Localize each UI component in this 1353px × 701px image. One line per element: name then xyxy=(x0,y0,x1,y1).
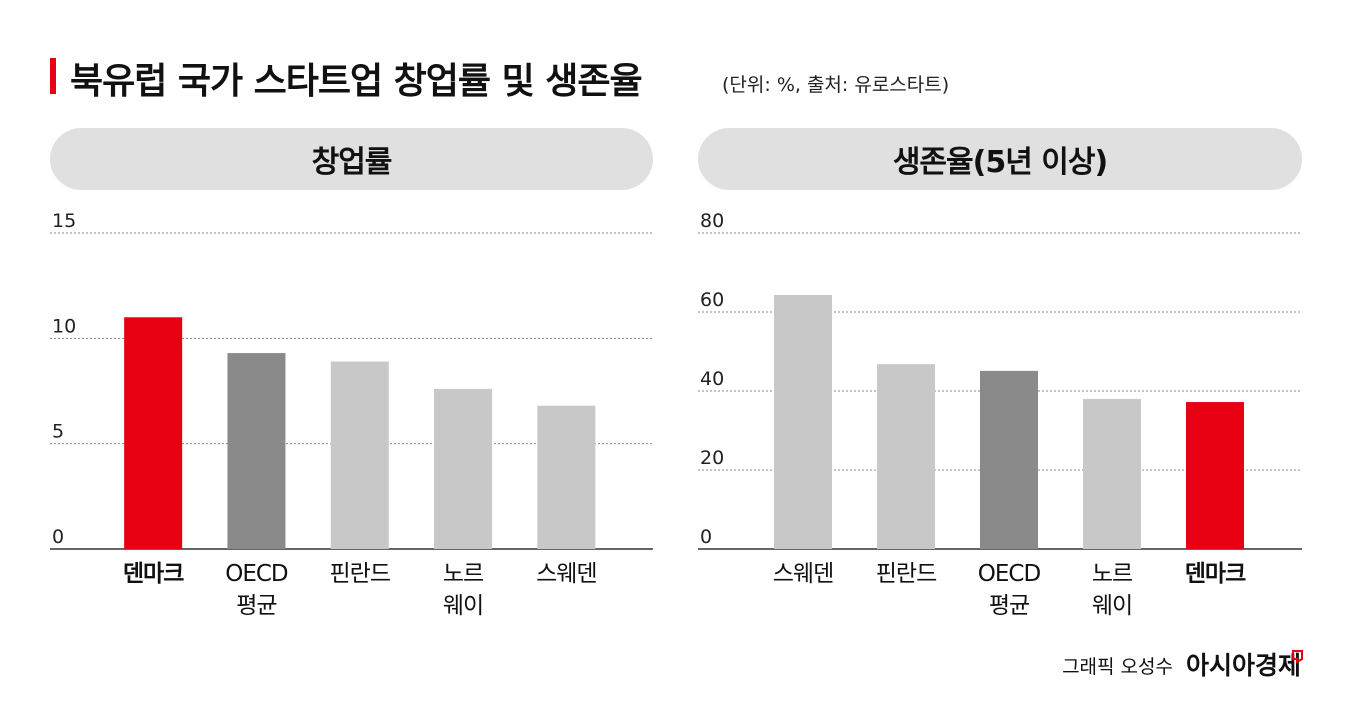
bar xyxy=(434,388,493,549)
x-tick-label: OECD 평균 xyxy=(225,561,288,619)
x-tick-label: 덴마크 xyxy=(1184,561,1246,587)
brand-icon xyxy=(1292,650,1303,664)
bar xyxy=(980,370,1038,549)
title-accent xyxy=(50,58,56,94)
y-tick-label: 20 xyxy=(700,447,724,469)
bar xyxy=(330,361,389,549)
x-tick-label: 덴마크 xyxy=(122,561,184,587)
y-tick-label: 5 xyxy=(52,421,64,443)
x-tick-label: 노르 웨이 xyxy=(1091,561,1133,619)
y-tick-label: 0 xyxy=(700,526,712,548)
x-tick-label: 핀란드 xyxy=(875,561,937,587)
y-tick-label: 15 xyxy=(52,210,76,232)
bar xyxy=(227,353,286,549)
panel-title: 생존율(5년 이상) xyxy=(698,128,1302,190)
y-tick-label: 0 xyxy=(52,526,64,548)
x-tick-label: OECD 평균 xyxy=(977,561,1041,619)
brand: 아시아경제 xyxy=(1185,651,1301,680)
y-tick-label: 60 xyxy=(700,289,724,311)
x-tick-label: 스웨덴 xyxy=(772,561,834,587)
x-tick-label: 핀란드 xyxy=(329,561,391,587)
bar xyxy=(774,295,832,549)
x-tick-label: 스웨덴 xyxy=(536,561,597,587)
subtitle: (단위: %, 출처: 유로스타트) xyxy=(722,74,950,96)
y-tick-label: 10 xyxy=(52,315,76,337)
credit: 그래픽 오성수 xyxy=(1062,656,1173,678)
bar xyxy=(877,364,935,549)
y-tick-label: 40 xyxy=(700,368,724,390)
title: 북유럽 국가 스타트업 창업률 및 생존율 xyxy=(70,61,643,102)
panel-title: 창업률 xyxy=(50,128,653,190)
bar xyxy=(124,317,183,549)
y-tick-label: 80 xyxy=(700,210,724,232)
bar xyxy=(1186,402,1244,549)
x-tick-label: 노르 웨이 xyxy=(442,561,484,619)
bar xyxy=(537,405,596,549)
bar xyxy=(1083,398,1141,549)
